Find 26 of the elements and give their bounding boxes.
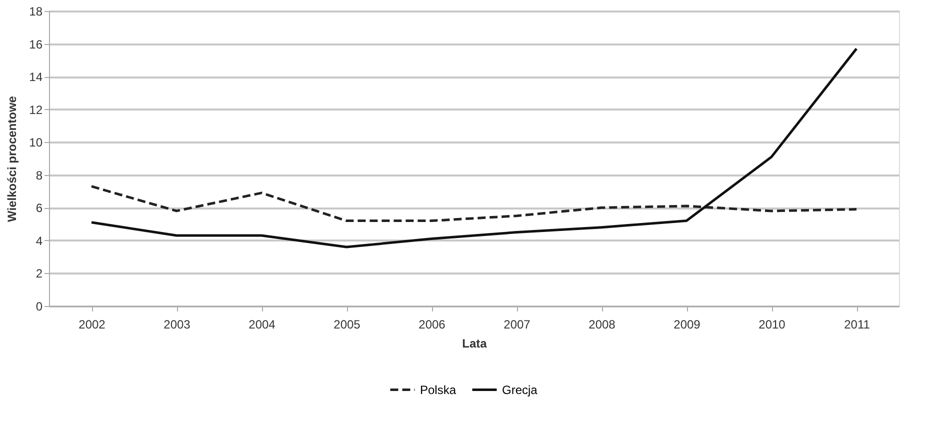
- x-tick-label: 2009: [674, 318, 701, 332]
- line-series: [90, 185, 858, 222]
- y-tick-label: 0: [36, 300, 43, 314]
- y-tick-label: 16: [29, 37, 43, 52]
- x-tick-label: 2004: [248, 318, 276, 332]
- x-tick-label: 2005: [334, 318, 361, 332]
- x-tick-label: 2010: [758, 318, 786, 332]
- x-tick-label: 2007: [504, 318, 531, 332]
- y-tick-label: 18: [29, 4, 43, 18]
- y-axis-title: Wielkości procentowe: [5, 96, 20, 222]
- y-tick-label: 2: [36, 266, 43, 281]
- y-tick-label: 4: [36, 234, 43, 248]
- x-tick-label: 2008: [588, 318, 616, 332]
- x-axis-title: Lata: [462, 336, 488, 350]
- y-tick-label: 10: [29, 136, 43, 150]
- x-tick-label: 2003: [164, 318, 191, 332]
- legend-label: Grecja: [502, 382, 538, 397]
- y-tick-label: 6: [36, 201, 43, 216]
- y-tick-label: 12: [29, 102, 43, 117]
- x-tick-label: 2006: [418, 318, 446, 332]
- line-series: [90, 47, 858, 248]
- y-tick-label: 14: [29, 70, 43, 84]
- x-tick-label: 2011: [844, 318, 870, 332]
- y-tick-label: 8: [36, 168, 43, 182]
- legend-label: Polska: [420, 382, 456, 397]
- x-tick-label: 2002: [78, 318, 106, 332]
